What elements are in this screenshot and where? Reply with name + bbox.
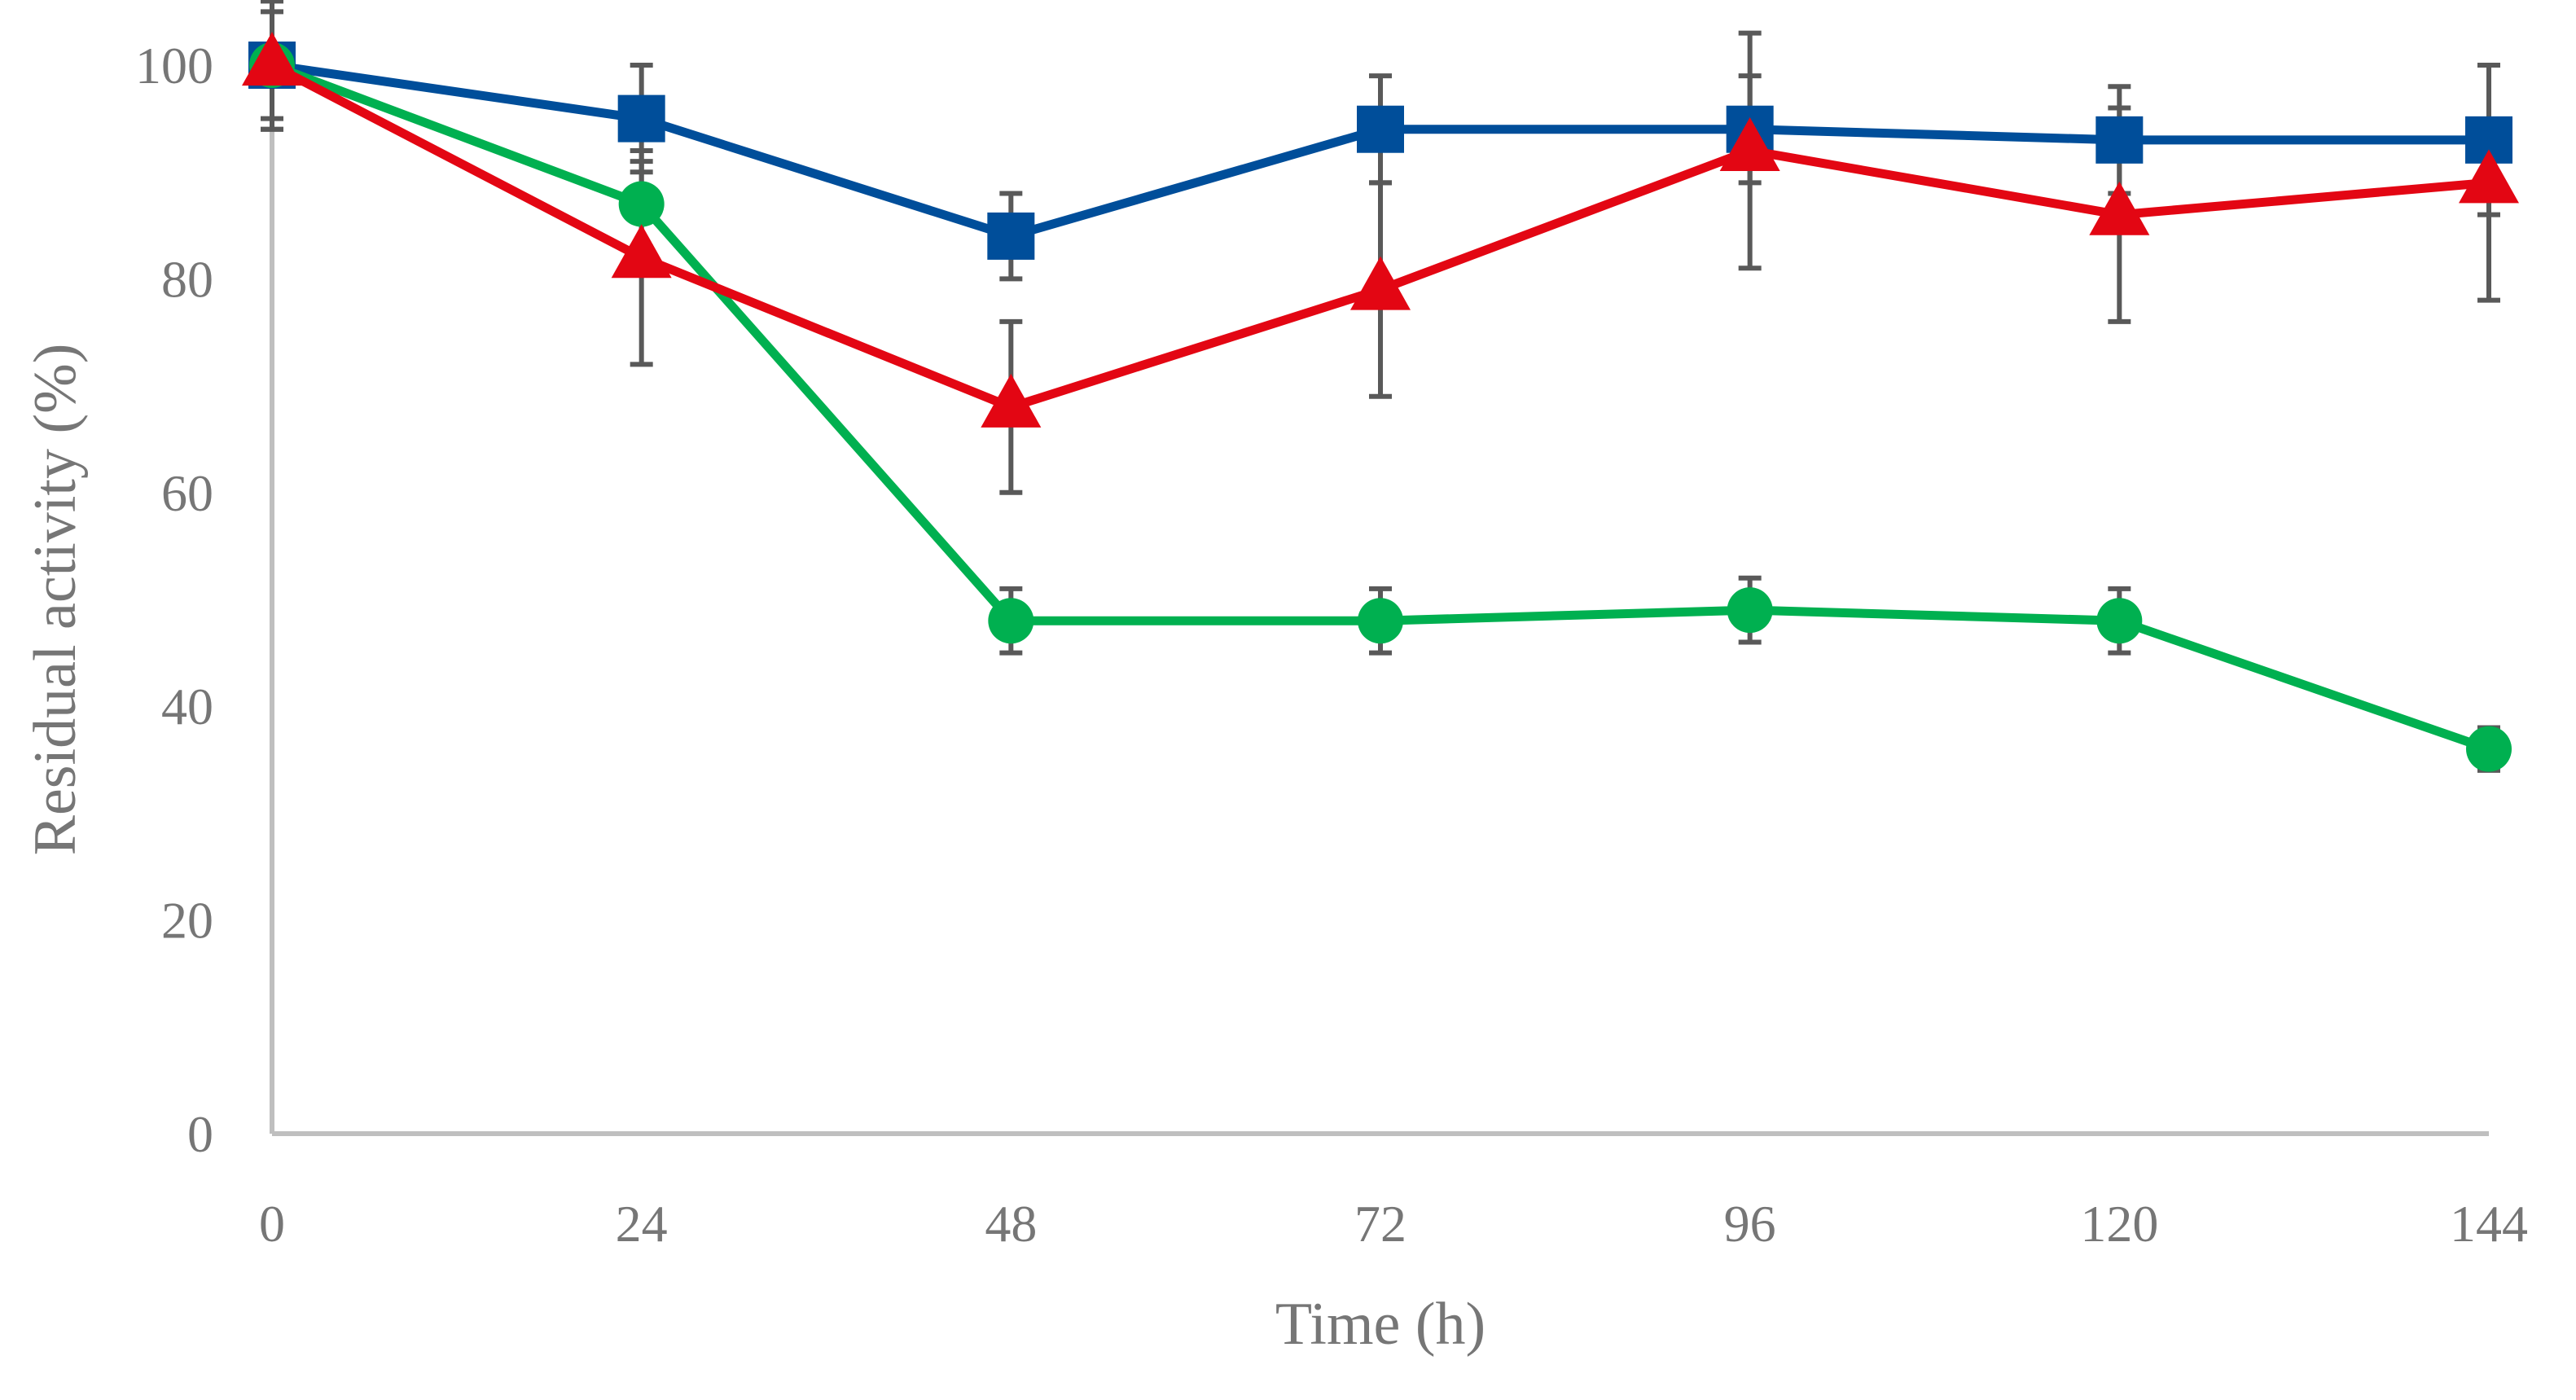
- plot-area: [242, 0, 2519, 773]
- y-tick-label: 100: [135, 37, 213, 94]
- data-point-square: [2095, 116, 2144, 164]
- y-tick-label: 40: [161, 678, 213, 735]
- x-tick-label: 48: [985, 1195, 1037, 1253]
- data-point-circle: [1358, 598, 1403, 644]
- x-tick-label: 96: [1724, 1195, 1776, 1253]
- y-tick-label: 0: [187, 1105, 213, 1163]
- y-tick-labels: 0 20 40 60 80 100: [135, 37, 213, 1163]
- x-axis-title: Time (h): [1275, 1291, 1485, 1358]
- data-point-circle: [2096, 598, 2143, 644]
- data-point-triangle: [2459, 149, 2519, 204]
- data-point-triangle: [1350, 256, 1411, 310]
- data-point-circle: [1727, 587, 1773, 634]
- x-tick-label: 0: [259, 1195, 285, 1253]
- data-point-triangle: [2089, 181, 2150, 235]
- data-point-triangle: [242, 32, 302, 86]
- x-tick-labels: 0 24 48 72 96 120 144: [259, 1195, 2528, 1253]
- x-tick-label: 120: [2080, 1195, 2158, 1253]
- series-triangle: [242, 32, 2519, 428]
- data-point-triangle: [1719, 117, 1780, 172]
- y-tick-label: 80: [161, 250, 213, 308]
- data-point-square: [987, 212, 1035, 260]
- y-tick-label: 20: [161, 892, 213, 950]
- x-tick-label: 24: [616, 1195, 668, 1253]
- data-point-circle: [988, 598, 1034, 644]
- data-point-square: [617, 94, 665, 143]
- axes: [270, 57, 2489, 1136]
- data-point-circle: [618, 181, 665, 227]
- y-tick-label: 60: [161, 464, 213, 522]
- x-tick-label: 144: [2450, 1195, 2528, 1253]
- data-point-triangle: [611, 224, 672, 279]
- data-point-triangle: [981, 373, 1042, 428]
- data-point-square: [1357, 105, 1404, 153]
- data-point-circle: [2466, 726, 2512, 772]
- y-axis-title: Residual activity (%): [22, 344, 89, 856]
- x-tick-label: 72: [1354, 1195, 1406, 1253]
